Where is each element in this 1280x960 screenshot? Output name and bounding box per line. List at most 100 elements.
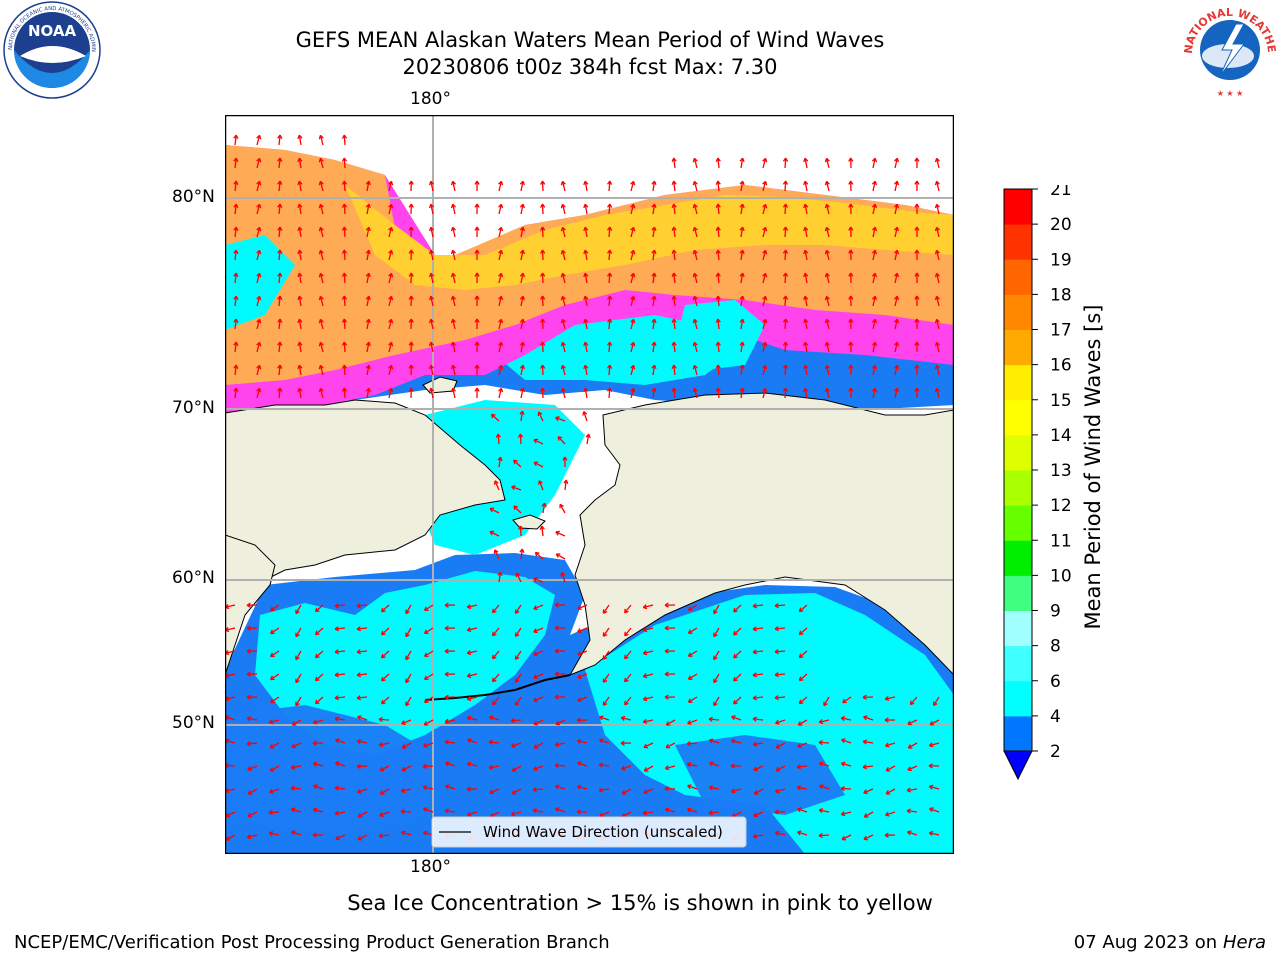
wave-direction-arrow [652, 319, 656, 330]
wave-direction-arrow [343, 364, 346, 376]
wave-direction-arrow [885, 696, 896, 700]
wave-direction-arrowhead [341, 295, 348, 300]
wave-direction-arrow [731, 739, 742, 744]
wave-direction-arrow [673, 180, 676, 192]
wave-direction-arrow [533, 650, 544, 656]
wave-direction-arrow [498, 227, 502, 238]
wave-direction-arrowhead [733, 699, 738, 705]
wave-direction-arrow [492, 696, 500, 706]
wave-direction-arrowhead [474, 203, 480, 208]
wave-direction-arrow [717, 272, 720, 284]
wave-direction-arrow [936, 158, 940, 169]
wave-direction-arrowhead [378, 833, 383, 839]
wave-direction-arrowhead [297, 249, 303, 255]
wave-direction-arrowhead [862, 764, 868, 770]
wave-direction-arrow [452, 227, 456, 238]
wave-direction-arrowhead [295, 609, 300, 615]
wave-direction-arrowhead [863, 813, 869, 818]
wave-direction-arrow [731, 811, 742, 818]
wave-direction-arrowhead [498, 295, 504, 301]
wave-direction-arrow [225, 811, 236, 817]
wave-direction-arrow [452, 204, 456, 215]
wave-direction-arrow [533, 461, 544, 468]
wave-direction-arrowhead [713, 678, 718, 684]
wave-direction-arrowhead [269, 788, 274, 794]
wave-direction-arrow [430, 388, 434, 399]
wave-direction-arrowhead [651, 341, 657, 347]
wave-direction-arrow [652, 296, 656, 307]
wave-direction-arrow [378, 718, 390, 721]
wave-direction-arrowhead [686, 740, 691, 747]
wave-direction-arrowhead [840, 811, 846, 817]
wave-direction-arrowhead [797, 807, 802, 813]
land-siberia [225, 399, 506, 596]
wave-direction-arrow [936, 365, 940, 376]
wave-direction-arrowhead [444, 694, 449, 700]
wave-direction-arrowhead [312, 832, 317, 838]
wave-direction-arrowhead [762, 226, 768, 232]
wave-direction-arrowhead [560, 572, 566, 577]
wave-direction-arrow [278, 295, 281, 307]
wave-direction-arrowhead [848, 180, 854, 185]
wave-direction-arrow [863, 834, 874, 840]
wave-direction-arrow [687, 808, 698, 813]
wave-direction-arrowhead [871, 249, 878, 255]
wave-direction-arrow [555, 553, 566, 560]
colorbar-swatch [1004, 329, 1032, 366]
wave-direction-arrow [584, 181, 588, 192]
wave-direction-arrow [514, 650, 522, 660]
wave-direction-arrow [430, 342, 434, 353]
wave-direction-arrow [665, 765, 676, 770]
wave-direction-arrow [256, 273, 261, 284]
wave-direction-arrowhead [513, 505, 518, 511]
wave-direction-arrowhead [540, 226, 546, 231]
wave-direction-arrowhead [290, 764, 296, 770]
wave-direction-arrowhead [365, 272, 371, 278]
wave-direction-arrowhead [334, 716, 340, 722]
wave-direction-arrowhead [423, 652, 429, 658]
wave-direction-arrowhead [909, 700, 915, 706]
wave-direction-arrowhead [739, 295, 745, 301]
wave-direction-arrow [319, 250, 324, 261]
wave-direction-arrow [381, 627, 390, 636]
wave-direction-arrow [872, 273, 876, 284]
wave-direction-arrowhead [388, 295, 394, 301]
wave-direction-arrowhead [739, 249, 745, 255]
wave-direction-arrowhead [334, 810, 340, 816]
colorbar-label: Mean Period of Wind Waves [s] [1081, 305, 1105, 630]
wave-direction-arrow [381, 696, 390, 705]
wave-direction-arrowhead [576, 809, 581, 815]
wave-direction-arrowhead [540, 295, 546, 300]
wave-direction-arrowhead [934, 249, 940, 255]
wave-direction-arrow [533, 742, 544, 749]
wave-direction-arrowhead [474, 341, 480, 346]
wave-direction-arrow [467, 738, 478, 744]
wave-direction-arrowhead [599, 812, 604, 818]
wave-direction-arrowhead [774, 672, 779, 678]
wave-direction-arrow [784, 295, 787, 307]
wave-direction-arrow [804, 319, 808, 330]
wave-direction-arrow [652, 227, 656, 238]
wave-direction-arrow [343, 387, 346, 399]
svg-text:NOAA: NOAA [28, 22, 77, 40]
wave-direction-arrowhead [907, 744, 913, 749]
wave-direction-arrowhead [295, 701, 300, 707]
lat-label-50: 50°N [172, 713, 215, 733]
wave-direction-arrow [740, 365, 744, 376]
wave-direction-arrowhead [277, 203, 283, 208]
wave-direction-arrowhead [291, 721, 297, 726]
wave-direction-arrowhead [444, 648, 449, 654]
wave-direction-arrow [401, 831, 412, 836]
wave-direction-arrowhead [277, 272, 283, 277]
wave-direction-arrow [936, 273, 940, 284]
wave-direction-arrow [872, 296, 876, 307]
wave-direction-arrow [334, 627, 346, 630]
colorbar-swatch [1004, 434, 1032, 471]
wave-direction-arrowhead [540, 364, 546, 369]
wave-direction-arrow [561, 181, 566, 192]
wave-direction-arrowhead [388, 249, 394, 255]
wave-direction-arrowhead [356, 738, 362, 745]
wave-direction-arrowhead [423, 742, 428, 748]
wave-direction-arrowhead [498, 272, 504, 278]
wave-direction-arrow [343, 203, 346, 215]
